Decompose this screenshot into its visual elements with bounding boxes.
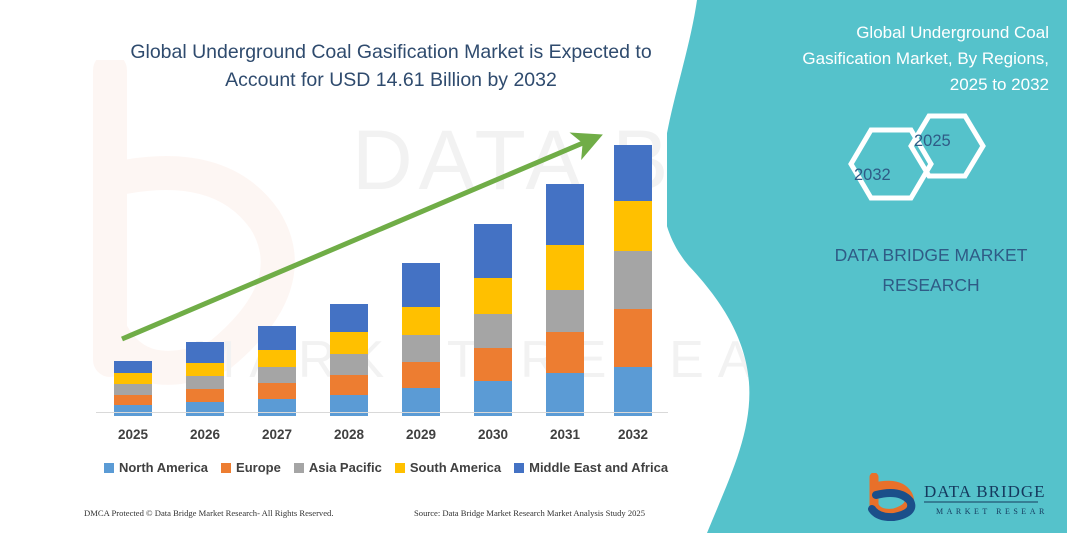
- bar-segment: [258, 326, 296, 350]
- bar-segment: [402, 362, 440, 388]
- legend-item-middle-east-and-africa: Middle East and Africa: [514, 460, 668, 475]
- legend-label: South America: [409, 460, 502, 475]
- bar-segment: [474, 224, 512, 278]
- bar-2025: [114, 361, 152, 416]
- legend-item-north-america: North America: [103, 460, 209, 475]
- bar-segment: [614, 145, 652, 201]
- chart-legend: North America Europe Asia Pacific South …: [96, 460, 676, 475]
- bar-segment: [330, 354, 368, 375]
- bar-segment: [186, 376, 224, 389]
- hexagon-label-front: 2025: [914, 132, 951, 150]
- bar-segment: [474, 381, 512, 416]
- bar-segment: [186, 342, 224, 363]
- logo-title: DATA BRIDGE: [924, 482, 1046, 501]
- hexagon-shapes-icon: [848, 113, 986, 201]
- x-label-2028: 2028: [333, 427, 365, 442]
- hexagon-2025-shape: [908, 113, 986, 179]
- bar-segment: [614, 367, 652, 416]
- bar-segment: [186, 402, 224, 416]
- footer-copyright: DMCA Protected © Data Bridge Market Rese…: [84, 508, 334, 518]
- bar-segment: [186, 363, 224, 376]
- bar-segment: [330, 375, 368, 395]
- bar-segment: [474, 348, 512, 381]
- bar-segment: [546, 245, 584, 290]
- legend-label: Asia Pacific: [308, 460, 382, 475]
- bar-segment: [402, 307, 440, 335]
- bar-segment: [330, 395, 368, 416]
- bar-segment: [546, 184, 584, 245]
- bar-segment: [258, 367, 296, 383]
- legend-label: Middle East and Africa: [529, 460, 669, 475]
- x-label-2032: 2032: [617, 427, 649, 442]
- hexagon-label-back: 2032: [854, 166, 891, 184]
- bar-2027: [258, 326, 296, 416]
- page-title: Global Underground Coal Gasification Mar…: [130, 41, 652, 91]
- bar-segment: [114, 361, 152, 373]
- legend-label: North America: [118, 460, 209, 475]
- bar-segment: [474, 314, 512, 348]
- x-axis-line: [96, 412, 668, 413]
- bar-segment: [258, 383, 296, 399]
- bar-segment: [546, 373, 584, 416]
- bar-2032: [614, 145, 652, 416]
- x-label-2030: 2030: [477, 427, 509, 442]
- hexagon-group: 2032 2025: [818, 108, 998, 220]
- legend-item-asia-pacific: Asia Pacific: [293, 460, 382, 475]
- bar-segment: [114, 395, 152, 405]
- bar-2029: [402, 263, 440, 416]
- bar-segment: [114, 384, 152, 395]
- legend-swatch-icon: [103, 462, 114, 473]
- hexagon-2032-shape: [848, 127, 934, 201]
- bar-segment: [474, 278, 512, 314]
- bar-segment: [614, 201, 652, 251]
- panel-brand-text: DATA BRIDGE MARKET RESEARCH: [834, 245, 1028, 295]
- footer-source: Source: Data Bridge Market Research Mark…: [414, 508, 646, 518]
- x-label-2025: 2025: [117, 427, 149, 442]
- bar-segment: [614, 251, 652, 309]
- legend-item-south-america: South America: [394, 460, 502, 475]
- bar-segment: [114, 405, 152, 416]
- panel-title: Global Underground Coal Gasification Mar…: [802, 23, 1049, 94]
- teal-side-panel: [667, 0, 1067, 533]
- bar-2031: [546, 184, 584, 416]
- bar-segment: [402, 263, 440, 307]
- bar-segment: [330, 332, 368, 354]
- legend-label: Europe: [236, 460, 281, 475]
- bar-segment: [330, 304, 368, 332]
- x-axis-labels: 2025 2026 2027 2028 2029 2030 2031 2032: [96, 427, 676, 449]
- bar-2030: [474, 224, 512, 416]
- legend-swatch-icon: [221, 462, 232, 473]
- x-label-2029: 2029: [405, 427, 437, 442]
- bar-segment: [402, 388, 440, 416]
- x-label-2031: 2031: [549, 427, 581, 442]
- data-bridge-logo-icon: DATA BRIDGE MARKET RESEARCH: [868, 473, 1046, 521]
- bar-segment: [186, 389, 224, 402]
- bar-segment: [402, 335, 440, 362]
- legend-swatch-icon: [394, 462, 405, 473]
- logo-subtitle: MARKET RESEARCH: [936, 507, 1046, 516]
- bar-chart-plot: [96, 120, 676, 416]
- footer: DMCA Protected © Data Bridge Market Rese…: [84, 508, 684, 518]
- legend-item-europe: Europe: [221, 460, 281, 475]
- bar-segment: [614, 309, 652, 367]
- bar-2026: [186, 342, 224, 416]
- bar-segment: [258, 399, 296, 416]
- legend-swatch-icon: [514, 462, 525, 473]
- bar-segment: [546, 290, 584, 332]
- bar-segment: [546, 332, 584, 373]
- x-label-2027: 2027: [261, 427, 293, 442]
- legend-swatch-icon: [293, 462, 304, 473]
- x-label-2026: 2026: [189, 427, 221, 442]
- bar-segment: [114, 373, 152, 384]
- bar-segment: [258, 350, 296, 367]
- bar-2028: [330, 304, 368, 416]
